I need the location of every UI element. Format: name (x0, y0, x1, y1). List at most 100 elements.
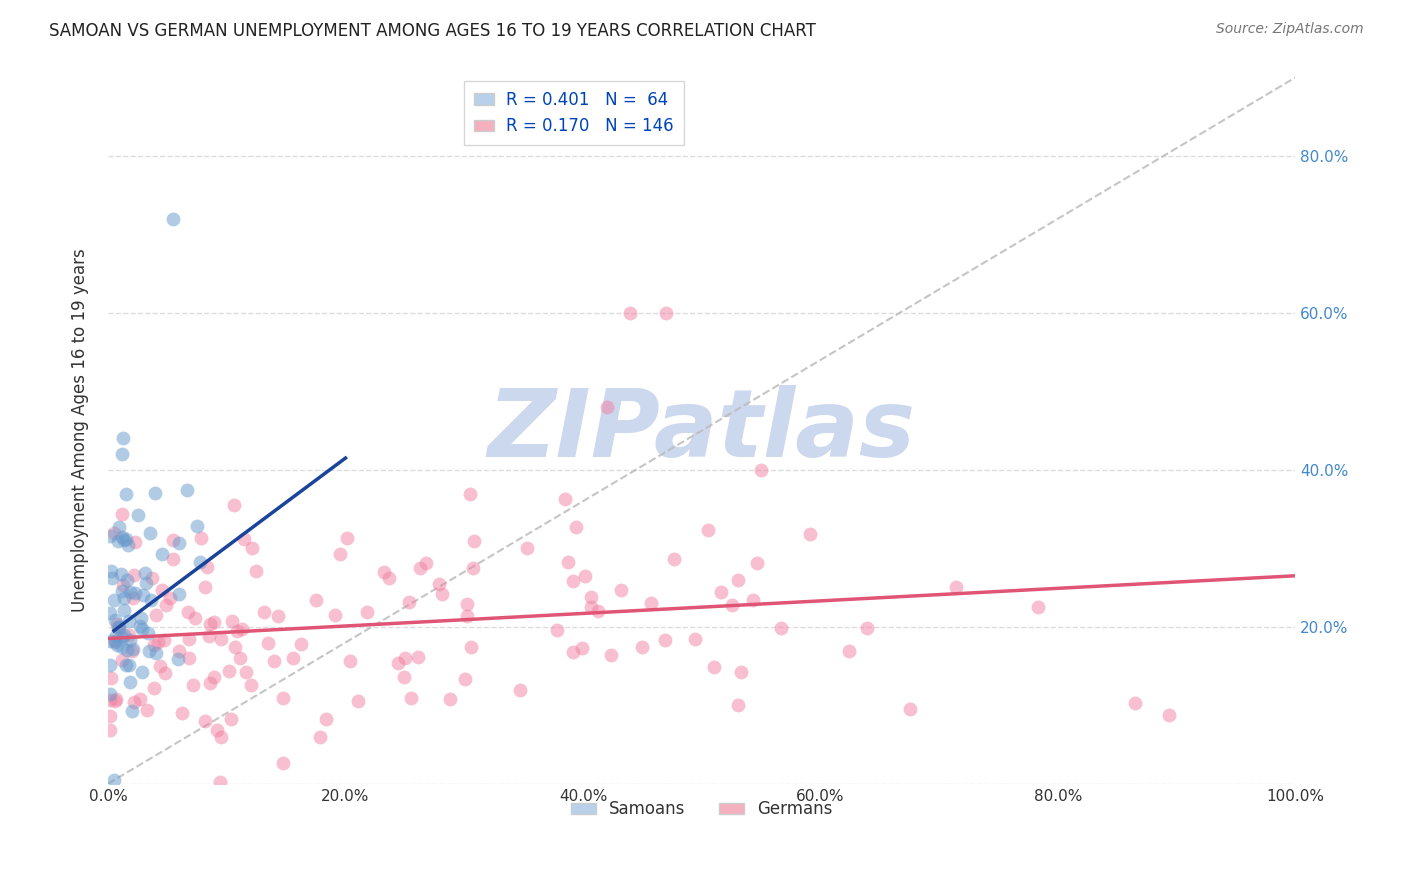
Point (586, 604, 609, 618)
Point (267, 608, 290, 623)
Legend: Samoans, Germans: Samoans, Germans (564, 794, 839, 825)
Point (112, 432, 135, 446)
Point (181, 678, 204, 692)
Point (111, 578, 134, 592)
Point (898, 702, 921, 716)
Point (121, 704, 143, 718)
Point (838, 644, 860, 658)
Point (745, 556, 768, 570)
Point (373, 566, 395, 580)
Point (308, 730, 330, 744)
Point (103, 592, 125, 607)
Point (110, 583, 132, 598)
Point (574, 569, 596, 583)
Point (108, 622, 131, 636)
Point (730, 665, 752, 679)
Point (122, 591, 145, 606)
Point (209, 775, 232, 789)
Point (98, 723, 121, 738)
Point (98, 633, 121, 648)
Point (257, 636, 280, 650)
Point (439, 691, 461, 706)
Point (336, 531, 359, 545)
Point (115, 642, 138, 657)
Point (104, 635, 127, 649)
Point (209, 730, 232, 744)
Point (111, 508, 134, 522)
Point (458, 487, 481, 501)
Point (219, 712, 242, 726)
Point (103, 772, 125, 787)
Point (399, 690, 422, 705)
Point (581, 599, 603, 614)
Point (392, 670, 415, 684)
Point (122, 642, 145, 657)
Point (546, 624, 568, 638)
Point (111, 640, 134, 654)
Point (221, 614, 243, 628)
Point (150, 582, 173, 597)
Point (856, 621, 879, 635)
Point (323, 608, 346, 623)
Point (727, 574, 749, 588)
Point (104, 634, 127, 648)
Point (107, 534, 129, 549)
Point (415, 556, 437, 570)
Point (454, 672, 477, 686)
Point (456, 597, 478, 611)
Point (124, 585, 146, 599)
Point (148, 635, 170, 649)
Point (610, 582, 633, 597)
Point (105, 692, 128, 706)
Y-axis label: Unemployment Among Ages 16 to 19 years: Unemployment Among Ages 16 to 19 years (72, 249, 89, 613)
Point (105, 617, 128, 632)
Point (571, 640, 593, 655)
Point (697, 523, 720, 537)
Point (228, 650, 250, 665)
Point (460, 640, 482, 655)
Point (105, 638, 128, 652)
Point (117, 538, 139, 552)
Point (564, 520, 586, 534)
Point (143, 638, 166, 652)
Point (138, 525, 160, 540)
Point (115, 486, 138, 500)
Point (202, 670, 225, 684)
Point (427, 577, 450, 591)
Point (235, 665, 257, 679)
Point (727, 698, 749, 712)
Point (135, 575, 157, 590)
Point (339, 655, 361, 669)
Point (111, 630, 134, 644)
Point (167, 652, 190, 666)
Point (98, 657, 121, 672)
Point (329, 547, 352, 561)
Point (683, 632, 706, 646)
Point (115, 657, 138, 672)
Point (557, 555, 579, 569)
Point (118, 675, 141, 690)
Point (749, 463, 772, 477)
Point (145, 608, 167, 623)
Point (132, 588, 155, 602)
Text: ZIPatlas: ZIPatlas (488, 384, 915, 476)
Point (121, 643, 143, 657)
Point (207, 723, 229, 737)
Point (394, 650, 416, 665)
Point (1157, 707, 1180, 722)
Point (387, 656, 409, 670)
Point (225, 624, 247, 638)
Point (153, 632, 176, 647)
Point (190, 531, 212, 545)
Point (111, 447, 134, 461)
Point (98, 606, 121, 620)
Point (463, 561, 485, 575)
Point (769, 622, 792, 636)
Point (112, 533, 135, 548)
Point (581, 591, 603, 605)
Point (209, 632, 232, 647)
Point (98, 528, 121, 542)
Point (190, 555, 212, 569)
Point (117, 573, 139, 587)
Point (131, 623, 153, 637)
